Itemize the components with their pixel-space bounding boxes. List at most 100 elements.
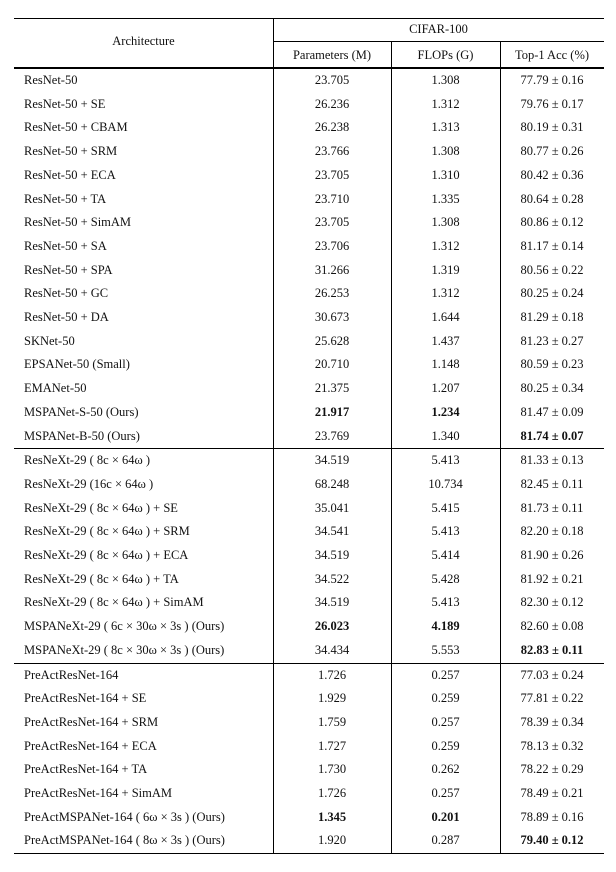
flops-cell: 5.413 [431,595,460,610]
acc-cell: 80.25 ± 0.34 [520,381,584,396]
params-cell: 1.759 [317,714,347,729]
params-cell: 68.248 [314,476,350,491]
group-separator-rule [14,662,604,664]
flops-cell: 1.310 [431,167,460,182]
params-cell: 23.710 [314,191,350,206]
flops-cell: 1.340 [431,428,460,443]
acc-cell: 81.92 ± 0.21 [520,571,584,586]
params-cell: 34.519 [314,453,350,468]
params-cell: 31.266 [314,262,350,277]
column-separator-2 [500,67,501,854]
acc-cell: 80.64 ± 0.28 [520,191,584,206]
arch-cell: ResNeXt-29 ( 8c × 64ω ) + SE [24,500,178,515]
flops-cell: 0.259 [431,691,460,706]
acc-cell: 79.76 ± 0.17 [520,96,584,111]
acc-cell: 78.39 ± 0.34 [520,714,584,729]
arch-cell: PreActResNet-164 + SE [24,691,147,706]
params-cell: 23.705 [314,215,350,230]
header-flops: FLOPs (G) [417,48,474,62]
arch-cell: ResNet-50 + SE [24,96,106,111]
header-bottom-rule [14,67,604,69]
flops-cell: 1.234 [431,404,460,419]
arch-cell: PreActResNet-164 + SimAM [24,786,173,800]
params-cell: 25.628 [314,333,350,348]
params-cell: 1.929 [317,691,347,706]
acc-cell: 79.40 ± 0.12 [520,833,584,848]
params-cell: 23.766 [314,144,350,159]
arch-cell: ResNeXt-29 (16c × 64ω ) [24,476,154,491]
params-cell: 26.253 [314,286,350,301]
params-cell: 35.041 [314,500,350,515]
acc-cell: 80.42 ± 0.36 [520,167,584,182]
acc-cell: 81.17 ± 0.14 [520,238,584,253]
arch-cell: ResNet-50 + SA [24,238,107,253]
header-separator-1 [391,41,392,67]
acc-cell: 77.79 ± 0.16 [520,73,584,87]
params-cell: 1.727 [317,738,347,753]
flops-cell: 5.413 [431,524,460,539]
flops-cell: 1.437 [431,333,460,348]
group-separator-rule [14,448,604,450]
arch-cell: ResNet-50 + GC [24,286,109,301]
flops-cell: 1.312 [431,238,460,253]
flops-cell: 1.312 [431,96,460,111]
params-cell: 26.236 [314,96,350,111]
acc-cell: 80.77 ± 0.26 [520,144,584,159]
arch-cell: EPSANet-50 (Small) [24,357,130,372]
flops-cell: 10.734 [428,476,463,491]
params-cell: 34.519 [314,595,350,610]
flops-cell: 0.287 [431,833,460,848]
flops-cell: 1.312 [431,286,460,301]
arch-cell: PreActResNet-164 + SRM [24,714,159,729]
column-separator-1 [391,67,392,854]
flops-cell: 1.319 [431,262,460,277]
acc-cell: 82.30 ± 0.12 [520,595,584,610]
arch-cell: PreActResNet-164 + TA [24,762,148,777]
dataset-underline [273,41,604,42]
acc-cell: 81.73 ± 0.11 [520,500,584,515]
arch-cell: PreActMSPANet-164 ( 6ω × 3s ) (Ours) [24,809,225,824]
params-cell: 23.706 [314,238,350,253]
acc-cell: 81.90 ± 0.26 [520,548,584,562]
arch-cell: PreActResNet-164 + ECA [24,738,157,753]
flops-cell: 1.335 [431,191,460,206]
acc-cell: 81.33 ± 0.13 [520,453,584,468]
acc-cell: 78.22 ± 0.29 [520,762,584,777]
acc-cell: 82.20 ± 0.18 [520,524,584,539]
arch-cell: ResNet-50 [24,73,78,87]
params-cell: 1.345 [317,809,347,824]
acc-cell: 81.47 ± 0.09 [520,404,584,419]
arch-cell: PreActMSPANet-164 ( 8ω × 3s ) (Ours) [24,833,225,848]
params-cell: 1.726 [317,786,347,800]
arch-cell: MSPANeXt-29 ( 6c × 30ω × 3s ) (Ours) [24,619,225,634]
flops-cell: 5.428 [431,571,460,586]
header-dataset: CIFAR-100 [409,22,468,36]
flops-cell: 0.262 [431,762,460,777]
arch-cell: ResNeXt-29 ( 8c × 64ω ) + TA [24,571,179,586]
params-cell: 21.375 [314,381,350,396]
acc-cell: 78.49 ± 0.21 [520,786,584,800]
params-cell: 1.920 [317,833,347,848]
arch-cell: ResNet-50 + SPA [24,262,113,277]
acc-cell: 80.25 ± 0.24 [520,286,584,301]
arch-cell: ResNet-50 + SRM [24,144,118,159]
arch-cell: ResNet-50 + DA [24,310,109,324]
params-cell: 1.730 [317,762,347,777]
header-separator-0 [273,18,274,67]
params-cell: 21.917 [314,404,350,419]
acc-cell: 80.86 ± 0.12 [520,215,584,230]
flops-cell: 1.308 [431,73,460,87]
acc-cell: 78.13 ± 0.32 [520,738,584,753]
params-cell: 23.769 [314,428,350,443]
flops-cell: 0.257 [431,714,460,729]
arch-cell: MSPANeXt-29 ( 8c × 30ω × 3s ) (Ours) [24,642,225,657]
flops-cell: 0.201 [431,809,460,824]
flops-cell: 1.644 [431,310,460,324]
params-cell: 34.541 [314,524,350,539]
flops-cell: 5.413 [431,453,460,468]
acc-cell: 81.29 ± 0.18 [520,310,584,324]
header-top1: Top-1 Acc (%) [514,48,590,62]
params-cell: 30.673 [314,310,350,324]
arch-cell: ResNeXt-29 ( 8c × 64ω ) + ECA [24,548,189,562]
acc-cell: 78.89 ± 0.16 [520,809,584,824]
